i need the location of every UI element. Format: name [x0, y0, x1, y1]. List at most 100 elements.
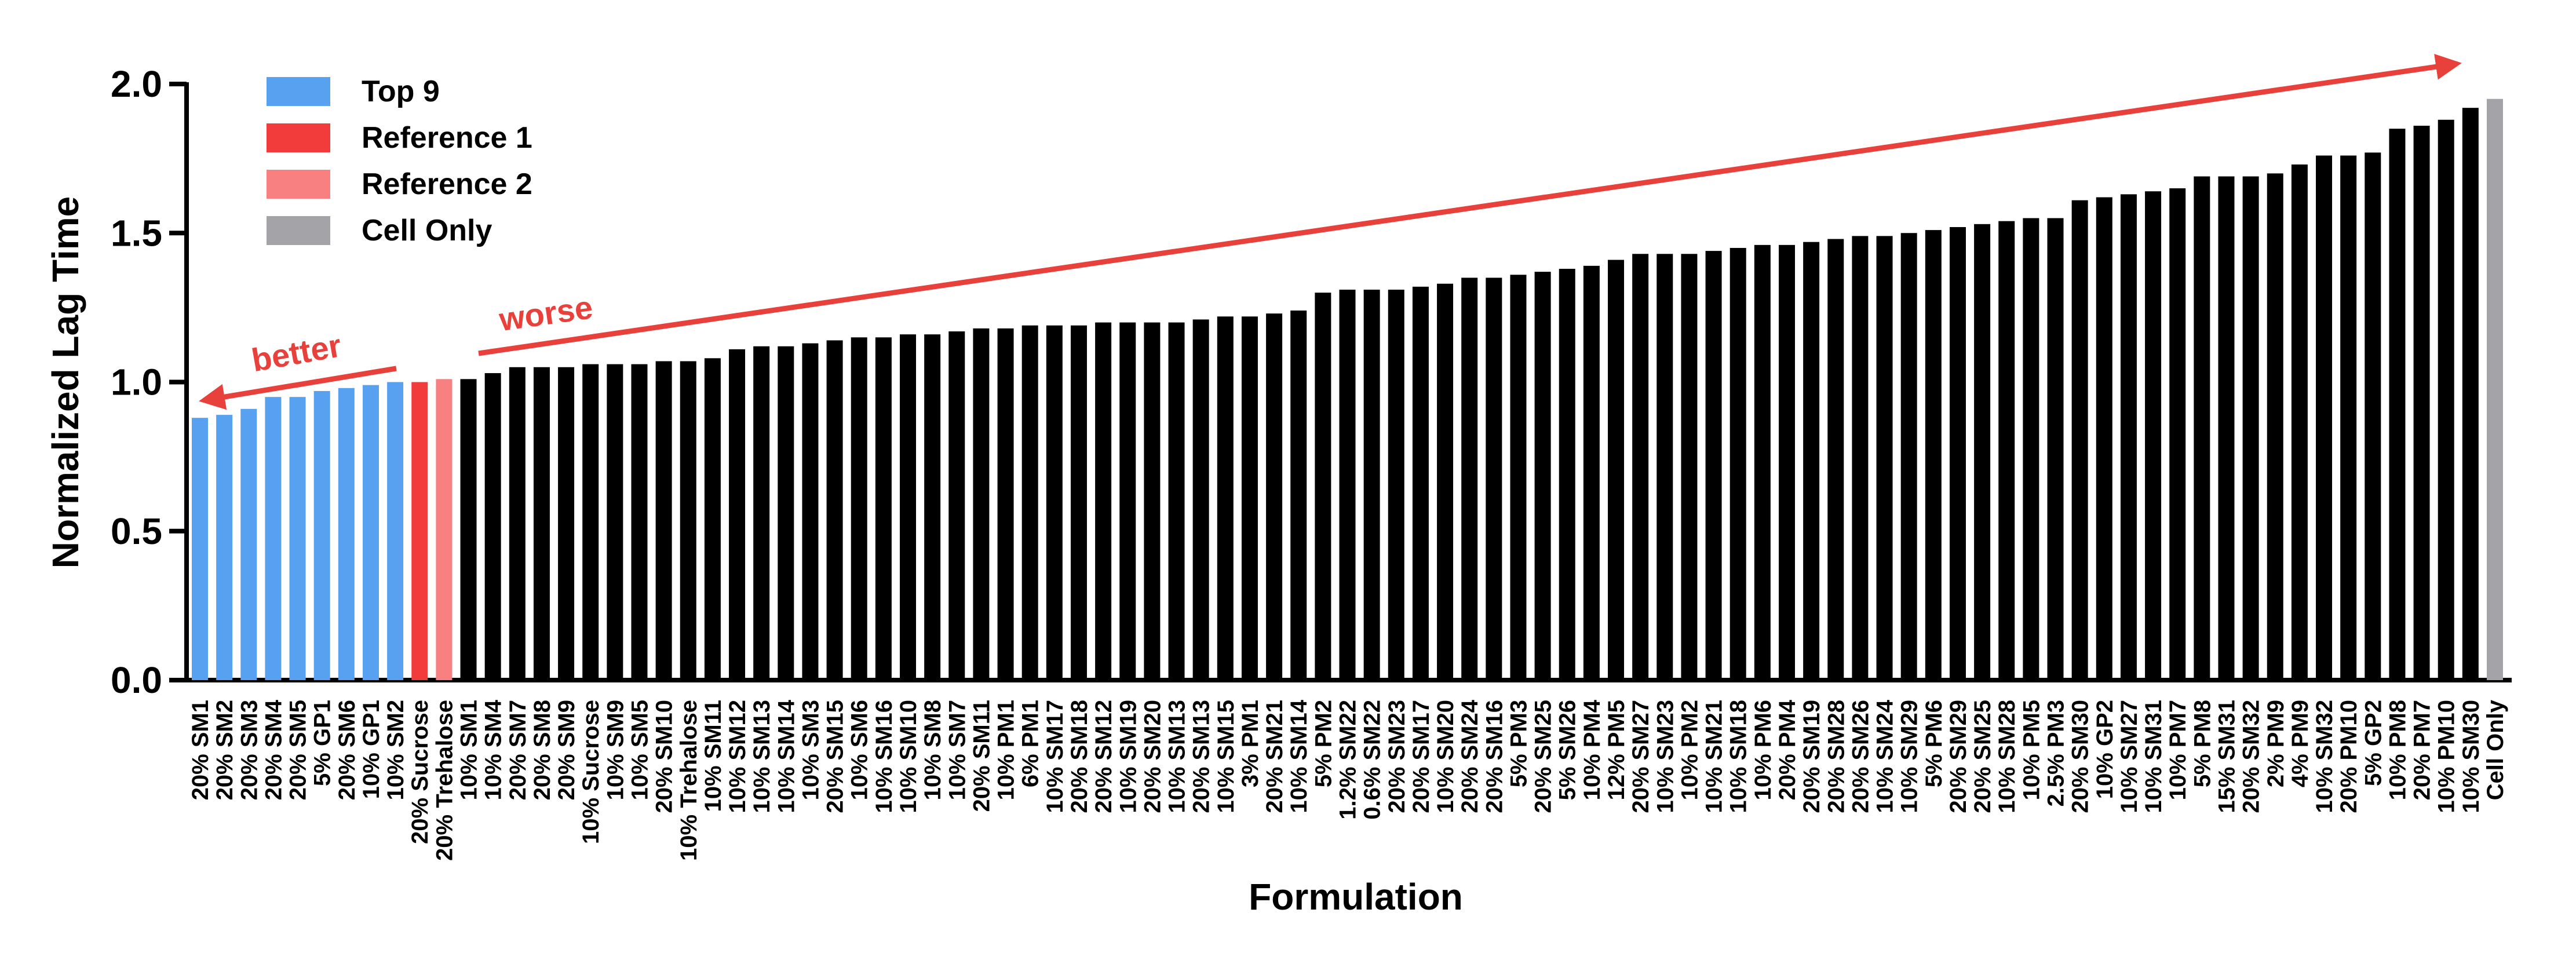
bar: [1852, 236, 1869, 680]
x-tick-label: 3% PM1: [1238, 700, 1263, 787]
better-arrow: [199, 366, 397, 410]
bar: [753, 346, 770, 680]
x-tick-label: 20% SM32: [2239, 700, 2264, 813]
bar: [973, 328, 990, 680]
x-tick-label: 10% SM20: [1433, 700, 1458, 813]
bar: [1070, 325, 1087, 680]
bar: [1583, 265, 1600, 681]
bar: [1461, 277, 1478, 680]
x-tick-label: 20% SM12: [1091, 700, 1116, 813]
bar: [997, 328, 1014, 680]
x-tick-label: 10% GP1: [359, 700, 384, 799]
annotation: worse: [497, 289, 595, 338]
bar: [460, 379, 477, 680]
x-tick-label: 5% PM3: [1506, 700, 1531, 787]
x-tick-label: 20% SM6: [334, 700, 360, 800]
bar: [948, 331, 965, 680]
bar: [1339, 290, 1356, 680]
bar: [1876, 236, 1893, 680]
bar: [2120, 194, 2137, 680]
x-tick-label: 20% SM25: [1970, 700, 1995, 813]
bar: [1534, 272, 1551, 680]
legend-label: Reference 2: [362, 167, 532, 201]
bar: [1998, 221, 2015, 680]
x-tick-label: 20% SM26: [1848, 700, 1873, 813]
x-tick-label: 20% Trehalose: [432, 700, 457, 861]
x-tick-label: 20% SM7: [505, 700, 531, 800]
bar: [2194, 176, 2210, 680]
x-tick-label: 20% PM10: [2336, 700, 2362, 813]
y-tick-label: 0.5: [111, 510, 162, 552]
bar: [2389, 129, 2406, 681]
bar: [362, 385, 379, 680]
x-tick-label: 10% SM5: [627, 700, 652, 800]
x-tick-label: 10% PM4: [1579, 699, 1605, 800]
x-tick-label: 10% SM32: [2312, 700, 2337, 813]
x-tick-label: 10% SM7: [944, 700, 970, 800]
bar: [1827, 239, 1844, 680]
legend-swatch: [267, 216, 330, 245]
bar: [2047, 218, 2064, 680]
x-tick-label: Cell Only: [2483, 699, 2508, 800]
x-tick-label: 10% SM24: [1873, 699, 1898, 813]
bar: [1974, 224, 1991, 680]
legend-swatch: [267, 77, 330, 106]
bar: [1656, 254, 1673, 680]
bar: [851, 337, 867, 680]
x-tick-label: 10% SM16: [871, 700, 897, 813]
x-tick-label: 10% SM2: [383, 700, 408, 800]
x-tick-label: 0.6% SM22: [1360, 700, 1385, 820]
x-tick-label: 6% PM1: [1018, 700, 1043, 787]
bar: [240, 408, 257, 680]
bar: [436, 379, 453, 680]
x-tick-label: 2.5% PM3: [2044, 700, 2069, 807]
bar: [1095, 322, 1112, 680]
x-tick-label: 10% SM30: [2458, 700, 2484, 813]
bar: [484, 373, 501, 680]
bar: [1486, 277, 1502, 680]
bar: [411, 382, 428, 680]
x-tick-label: 10% SM18: [1726, 700, 1752, 813]
bar: [1315, 293, 1331, 680]
bar: [704, 358, 721, 680]
bar: [582, 364, 599, 680]
x-tick-label: 15% SM31: [2214, 700, 2239, 813]
bar: [1900, 233, 1917, 680]
x-tick-label: 10% SM21: [1702, 700, 1727, 813]
bar: [1388, 290, 1404, 680]
legend-swatch: [267, 170, 330, 199]
bar: [1119, 322, 1136, 680]
bar: [558, 367, 575, 680]
x-tick-label: 10% PM10: [2434, 700, 2460, 813]
bar: [900, 334, 917, 680]
x-tick-label: 20% SM10: [652, 700, 677, 813]
bar: [2023, 218, 2039, 680]
x-tick-label: 20% SM3: [236, 700, 262, 800]
x-tick-label: 20% PM7: [2410, 700, 2435, 800]
bar: [265, 397, 282, 680]
x-tick-label: 10% SM14: [1286, 699, 1312, 813]
x-tick-label: 10% GP2: [2092, 700, 2118, 799]
x-tick-label: 4% PM9: [2287, 700, 2313, 787]
bar: [1412, 286, 1429, 680]
bar: [1559, 268, 1575, 680]
x-tick-label: 10% PM8: [2385, 700, 2410, 800]
x-tick-label: 20% SM28: [1823, 700, 1849, 813]
x-tick-label: 10% SM28: [1994, 700, 2020, 813]
bar: [2365, 152, 2381, 681]
legend-label: Reference 1: [362, 121, 532, 155]
x-tick-label: 10% PM5: [2019, 700, 2044, 800]
x-tick-label: 20% SM16: [1482, 700, 1507, 813]
x-tick-label: 20% Sucrose: [407, 700, 433, 844]
legend-label: Top 9: [362, 75, 440, 108]
bar: [313, 390, 330, 680]
x-tick-label: 20% SM13: [1189, 700, 1214, 813]
x-tick-label: 20% SM15: [823, 700, 848, 813]
bar: [289, 397, 306, 680]
bar: [1290, 311, 1307, 680]
bar: [1608, 260, 1625, 680]
bar: [2291, 164, 2308, 680]
bar: [2242, 176, 2259, 680]
y-tick-label: 2.0: [111, 63, 162, 105]
bar: [826, 340, 843, 680]
